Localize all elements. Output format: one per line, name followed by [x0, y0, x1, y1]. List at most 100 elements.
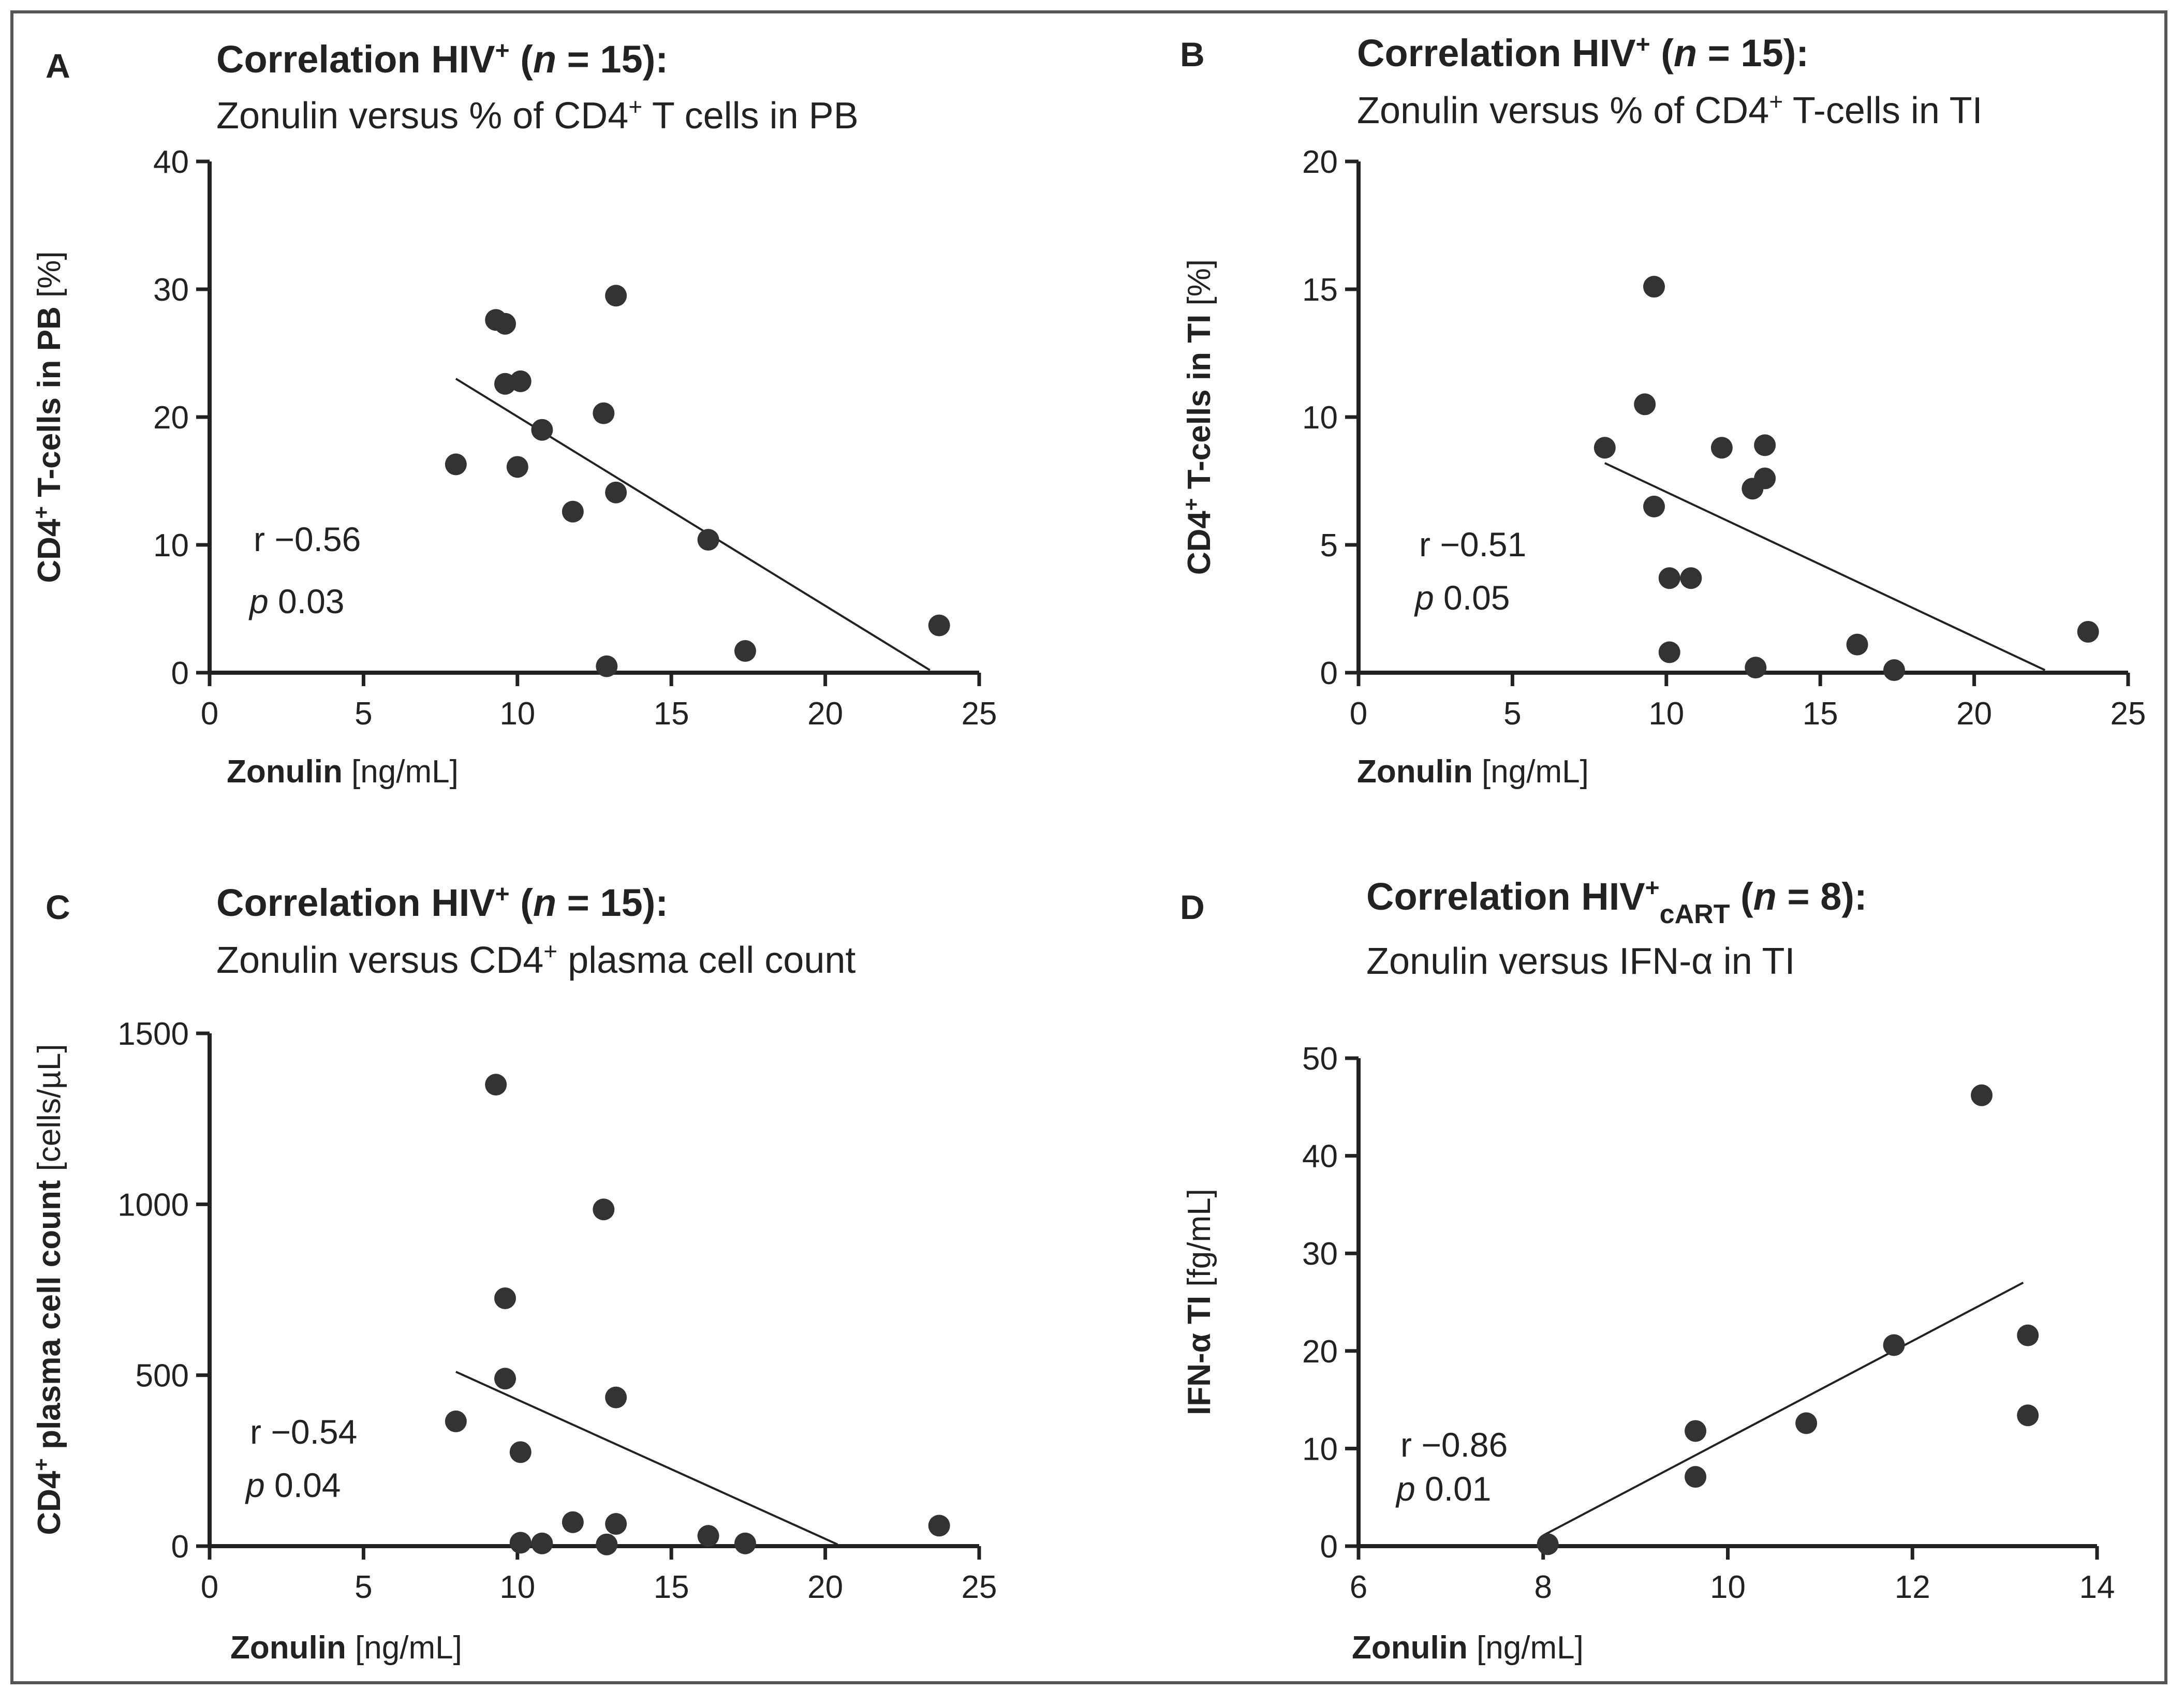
regression-line: [1604, 462, 2046, 671]
data-point: [1658, 641, 1680, 663]
chart-title-sup: +: [495, 881, 510, 908]
x-axis-label-unit: [ng/mL]: [1473, 754, 1589, 790]
data-point: [605, 1513, 627, 1535]
stat-p: p 0.04: [245, 1466, 341, 1504]
chart-subtitle-sup: +: [1769, 88, 1783, 115]
data-point: [1883, 1334, 1905, 1356]
data-point: [2077, 620, 2099, 643]
y-axis-label-bold: IFN-α TI: [1182, 1296, 1217, 1415]
y-tick-label: 20: [1302, 144, 1338, 180]
data-point: [1685, 1466, 1707, 1488]
y-axis-label: CD4+ T-cells in TI [%]: [1179, 259, 1217, 575]
data-point: [445, 453, 467, 476]
data-point: [494, 1368, 517, 1390]
panel-c: C Correlation HIV+ (n = 15):Zonulin versu…: [29, 881, 997, 1666]
y-tick-label: 30: [153, 272, 189, 308]
y-tick-label: 50: [1302, 1041, 1338, 1077]
chart-title-sup: +: [1636, 31, 1650, 58]
chart-subtitle-text: Zonulin versus % of CD4: [1357, 90, 1769, 131]
data-point: [1795, 1412, 1818, 1434]
data-point: [605, 285, 627, 307]
y-axis-label: CD4+ T-cells in PB [%]: [29, 251, 67, 583]
stat-p: p 0.01: [1395, 1470, 1492, 1508]
x-axis-label-bold: Zonulin: [1352, 1630, 1468, 1666]
data-point: [734, 640, 756, 662]
stat-p-label: p: [1395, 1470, 1415, 1508]
y-axis-label-prefix: CD4: [1182, 511, 1217, 575]
chart-title-n: n: [1674, 32, 1697, 75]
y-axis-label-bold: plasma cell count: [32, 1180, 67, 1459]
data-point: [1745, 657, 1767, 679]
data-point: [1593, 437, 1616, 459]
chart-title-sup: +: [1645, 874, 1660, 902]
y-tick-label: 0: [1320, 1529, 1338, 1565]
y-tick-label: 10: [1302, 1431, 1338, 1467]
y-axis-label-bold: T-cells in PB: [32, 306, 67, 506]
chart-subtitle-suffix: plasma cell count: [557, 940, 855, 981]
x-tick-label: 5: [1503, 696, 1521, 732]
x-tick-label: 20: [807, 696, 843, 732]
panel-b: B Correlation HIV+ (n = 15):Zonulin versu…: [1179, 31, 2146, 790]
stat-r: r −0.54: [250, 1413, 357, 1451]
chart-subtitle-suffix: T-cells in TI: [1783, 90, 1982, 131]
data-point: [1710, 437, 1733, 459]
x-axis-label: Zonulin [ng/mL]: [1352, 1630, 1584, 1666]
x-axis-label-unit: [ng/mL]: [1468, 1630, 1584, 1666]
x-axis-label-bold: Zonulin: [230, 1630, 346, 1666]
y-axis-label-unit: [cells/µL]: [32, 1044, 67, 1180]
data-point: [1846, 633, 1868, 656]
x-tick-label: 15: [1803, 696, 1838, 732]
data-point: [1643, 276, 1665, 298]
chart-title-text: Correlation HIV: [1366, 875, 1645, 918]
stat-p-value: 0.03: [269, 582, 345, 620]
chart-subtitle-text: Zonulin versus CD4: [216, 940, 543, 981]
y-tick-label: 10: [153, 528, 189, 564]
data-point: [562, 1511, 584, 1533]
data-point: [531, 419, 553, 441]
y-tick-label: 1000: [117, 1187, 189, 1223]
data-point: [2017, 1324, 2039, 1346]
regression-line: [455, 378, 931, 671]
data-point: [697, 1525, 719, 1547]
chart-title-n: n: [1753, 875, 1777, 918]
stat-p: p 0.03: [248, 582, 345, 620]
y-axis-label-sup: +: [1179, 498, 1203, 511]
data-point: [596, 1533, 618, 1555]
y-tick-label: 5: [1320, 528, 1338, 564]
panel-letter: A: [46, 47, 70, 85]
stat-r-label: r: [254, 520, 265, 558]
data-point: [1658, 567, 1680, 589]
y-tick-label: 0: [171, 656, 189, 691]
data-point: [509, 1532, 532, 1554]
x-tick-label: 12: [1895, 1569, 1930, 1605]
x-tick-label: 8: [1534, 1569, 1552, 1605]
chart-title-n-value: = 15):: [556, 38, 668, 81]
data-point: [928, 1515, 950, 1537]
y-axis-label-prefix: CD4: [32, 518, 67, 583]
panel-letter: D: [1180, 888, 1205, 926]
data-point: [605, 481, 627, 503]
stat-p-value: 0.05: [1434, 579, 1510, 617]
y-axis-label-sup: +: [29, 1458, 53, 1471]
regression-line: [1542, 1282, 2024, 1537]
data-point: [1971, 1084, 1993, 1106]
x-tick-label: 25: [2111, 696, 2146, 732]
stat-r: r −0.86: [1400, 1426, 1508, 1464]
stat-p-value: 0.01: [1415, 1470, 1492, 1508]
y-axis-label: IFN-α TI [fg/mL]: [1182, 1189, 1217, 1415]
y-tick-label: 15: [1302, 272, 1338, 308]
x-tick-label: 5: [355, 696, 372, 732]
y-axis-label-sup: +: [29, 506, 53, 519]
y-tick-label: 20: [1302, 1334, 1338, 1370]
stat-r-label: r: [1400, 1426, 1412, 1464]
stat-r-label: r: [1419, 525, 1430, 564]
chart-subtitle-suffix: T cells in PB: [642, 95, 859, 137]
chart-title-n-value: = 8):: [1777, 875, 1867, 918]
data-point: [1883, 659, 1905, 681]
chart-title-text: Correlation HIV: [216, 881, 495, 924]
x-tick-label: 14: [2079, 1569, 2115, 1605]
x-axis-label-bold: Zonulin: [227, 754, 343, 790]
y-axis-label-unit: [fg/mL]: [1182, 1189, 1217, 1296]
y-tick-label: 10: [1302, 400, 1338, 436]
